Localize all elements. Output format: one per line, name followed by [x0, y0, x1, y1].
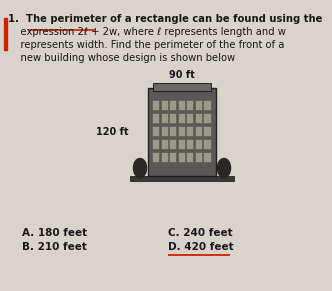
- Text: 90 ft: 90 ft: [169, 70, 195, 80]
- Bar: [152, 100, 159, 110]
- Bar: [204, 100, 210, 110]
- Bar: [204, 139, 210, 149]
- Bar: [161, 100, 168, 110]
- Bar: [195, 100, 202, 110]
- Bar: [169, 152, 176, 162]
- Bar: [204, 126, 210, 136]
- Bar: [152, 113, 159, 123]
- Bar: [178, 126, 185, 136]
- Text: 120 ft: 120 ft: [96, 127, 128, 137]
- Bar: [186, 100, 193, 110]
- Text: new building whose design is shown below: new building whose design is shown below: [8, 53, 235, 63]
- Bar: [186, 152, 193, 162]
- Bar: [161, 126, 168, 136]
- Bar: [4, 18, 7, 50]
- Bar: [161, 139, 168, 149]
- Bar: [169, 113, 176, 123]
- Bar: [204, 113, 210, 123]
- Text: 1.  The perimeter of a rectangle can be found using the: 1. The perimeter of a rectangle can be f…: [8, 14, 322, 24]
- Bar: [152, 139, 159, 149]
- Text: represents width. Find the perimeter of the front of a: represents width. Find the perimeter of …: [8, 40, 285, 50]
- Bar: [169, 126, 176, 136]
- Bar: [148, 88, 216, 176]
- Bar: [178, 139, 185, 149]
- Bar: [130, 176, 234, 181]
- Bar: [186, 113, 193, 123]
- Text: A. 180 feet: A. 180 feet: [22, 228, 87, 238]
- Text: C. 240 feet: C. 240 feet: [168, 228, 233, 238]
- Bar: [178, 113, 185, 123]
- Bar: [195, 126, 202, 136]
- Bar: [152, 152, 159, 162]
- Text: expression 2ℓ + 2w, where ℓ represents length and w: expression 2ℓ + 2w, where ℓ represents l…: [8, 27, 286, 37]
- Bar: [169, 100, 176, 110]
- Ellipse shape: [133, 158, 147, 178]
- Bar: [178, 100, 185, 110]
- Bar: [161, 152, 168, 162]
- Bar: [153, 83, 211, 91]
- Text: D. 420 feet: D. 420 feet: [168, 242, 234, 252]
- Bar: [169, 139, 176, 149]
- Bar: [195, 113, 202, 123]
- Bar: [161, 113, 168, 123]
- Text: B. 210 feet: B. 210 feet: [22, 242, 87, 252]
- Bar: [152, 126, 159, 136]
- Bar: [204, 152, 210, 162]
- Bar: [178, 152, 185, 162]
- Bar: [195, 152, 202, 162]
- Bar: [186, 126, 193, 136]
- Ellipse shape: [217, 158, 231, 178]
- Bar: [195, 139, 202, 149]
- Bar: [186, 139, 193, 149]
